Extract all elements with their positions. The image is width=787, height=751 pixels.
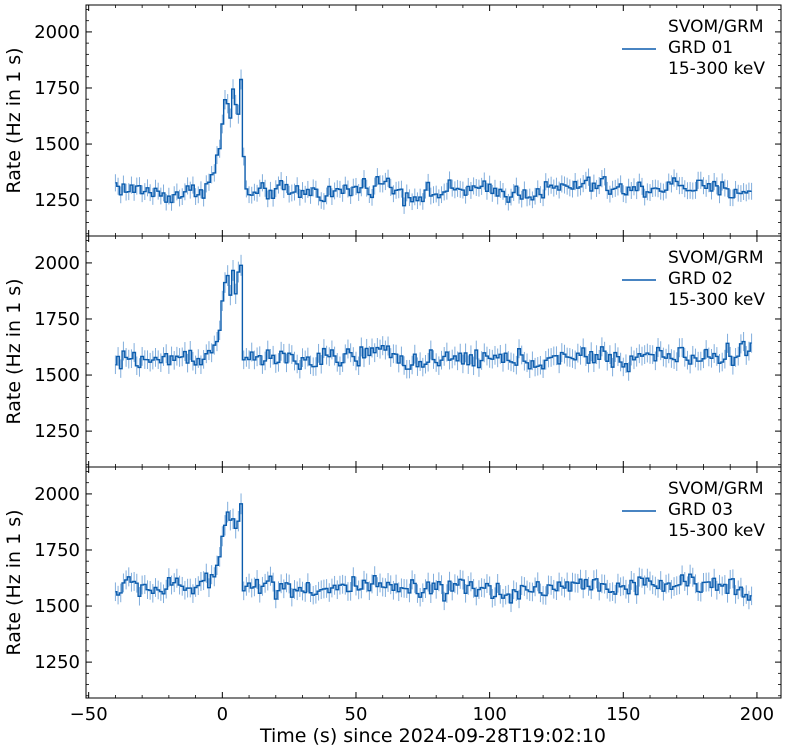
y-tick-label: 1250 [34, 652, 80, 673]
error-bars [114, 254, 753, 381]
rate-series-line [115, 264, 752, 373]
y-tick-label: 1750 [34, 78, 80, 99]
x-tick-label: 100 [472, 704, 506, 725]
error-bars [114, 493, 753, 613]
legend-text-line: SVOM/GRM [668, 248, 764, 268]
y-tick-label: 1500 [34, 596, 80, 617]
y-tick-label: 2000 [34, 484, 80, 505]
y-tick-label: 1250 [34, 421, 80, 442]
x-tick-label: −50 [70, 704, 108, 725]
y-tick-label: 2000 [34, 253, 80, 274]
y-tick-label: 1750 [34, 540, 80, 561]
y-axis-label: Rate (Hz in 1 s) [3, 278, 25, 424]
legend-text-line: SVOM/GRM [668, 17, 764, 37]
x-tick-label: 0 [217, 704, 228, 725]
y-tick-label: 1500 [34, 365, 80, 386]
panel-1: 1250 1500 1750 2000 Rate (Hz in 1 s) SVOM/GRM… [3, 4, 782, 237]
legend-text-line: 15-300 keV [668, 290, 765, 310]
y-tick-label: 1250 [34, 190, 80, 211]
x-tick-label: 50 [345, 704, 368, 725]
x-tick-label: 200 [740, 704, 774, 725]
rate-series-line [115, 503, 752, 604]
x-axis-label: Time (s) since 2024-09-28T19:02:10 [259, 725, 606, 747]
y-axis-label: Rate (Hz in 1 s) [3, 509, 25, 655]
legend-text-line: GRD 02 [668, 269, 733, 289]
x-tick-label: 150 [606, 704, 640, 725]
error-bars [114, 69, 753, 214]
panel-2: 1250 1500 1750 2000 Rate (Hz in 1 s) SVOM/GRM… [3, 235, 782, 468]
y-tick-label: 2000 [34, 22, 80, 43]
legend-text-line: GRD 03 [668, 500, 733, 520]
legend-text-line: 15-300 keV [668, 521, 765, 541]
rate-series-line [115, 78, 752, 207]
y-tick-label: 1500 [34, 134, 80, 155]
y-tick-label: 1750 [34, 309, 80, 330]
legend-text-line: GRD 01 [668, 38, 733, 58]
plot-frame [85, 466, 782, 699]
legend-text-line: 15-300 keV [668, 59, 765, 79]
y-axis-label: Rate (Hz in 1 s) [3, 47, 25, 193]
legend-text-line: SVOM/GRM [668, 479, 764, 499]
